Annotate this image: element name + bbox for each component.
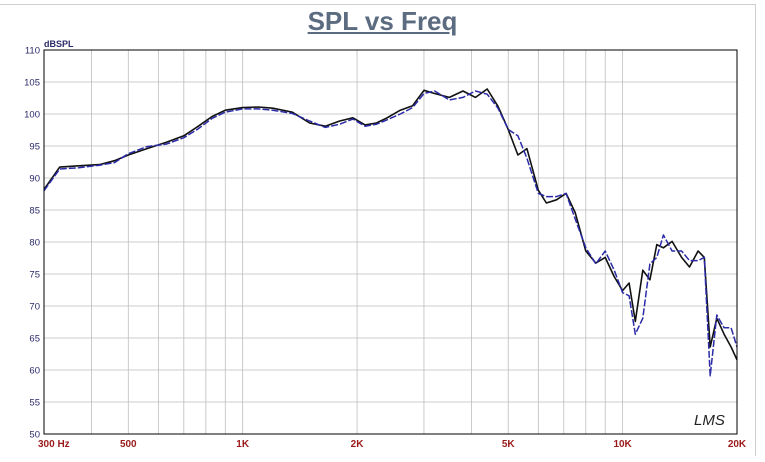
series-line-2 bbox=[43, 90, 738, 377]
y-tick-label: 65 bbox=[29, 334, 40, 345]
tick-labels: 50 55 60 65 70 75 80 85 90 95 100 105 110 300 Hz 500 1K… bbox=[24, 46, 747, 451]
y-tick-label: 90 bbox=[29, 174, 40, 185]
x-tick-label: 5K bbox=[502, 439, 516, 450]
x-tick-label: 2K bbox=[351, 439, 365, 450]
y-axis-label: dBSPL bbox=[44, 39, 74, 49]
y-tick-label: 95 bbox=[29, 142, 40, 153]
x-tick-label: 300 Hz bbox=[38, 439, 70, 450]
x-tick-label: 10K bbox=[613, 439, 632, 450]
right-border bbox=[755, 4, 756, 456]
y-tick-label: 55 bbox=[29, 398, 40, 409]
y-tick-label: 70 bbox=[29, 302, 40, 313]
y-tick-label: 110 bbox=[25, 46, 40, 57]
series-line-1 bbox=[43, 88, 738, 361]
y-tick-label: 80 bbox=[29, 238, 40, 249]
x-tick-label: 500 bbox=[120, 439, 137, 450]
x-tick-label: 20K bbox=[728, 439, 747, 450]
x-tick-label: 1K bbox=[236, 439, 250, 450]
chart-title: SPL vs Freq bbox=[307, 6, 458, 36]
y-tick-label: 60 bbox=[29, 366, 40, 377]
plot-area-border bbox=[43, 49, 738, 435]
grid bbox=[44, 50, 737, 434]
top-border bbox=[0, 4, 755, 5]
y-tick-label: 100 bbox=[24, 110, 40, 121]
watermark-logo: LMS bbox=[694, 412, 725, 429]
y-tick-label: 85 bbox=[29, 206, 40, 217]
y-tick-label: 105 bbox=[24, 78, 40, 89]
series-layer bbox=[43, 88, 738, 377]
y-tick-label: 50 bbox=[29, 430, 40, 441]
y-tick-label: 75 bbox=[29, 270, 40, 281]
